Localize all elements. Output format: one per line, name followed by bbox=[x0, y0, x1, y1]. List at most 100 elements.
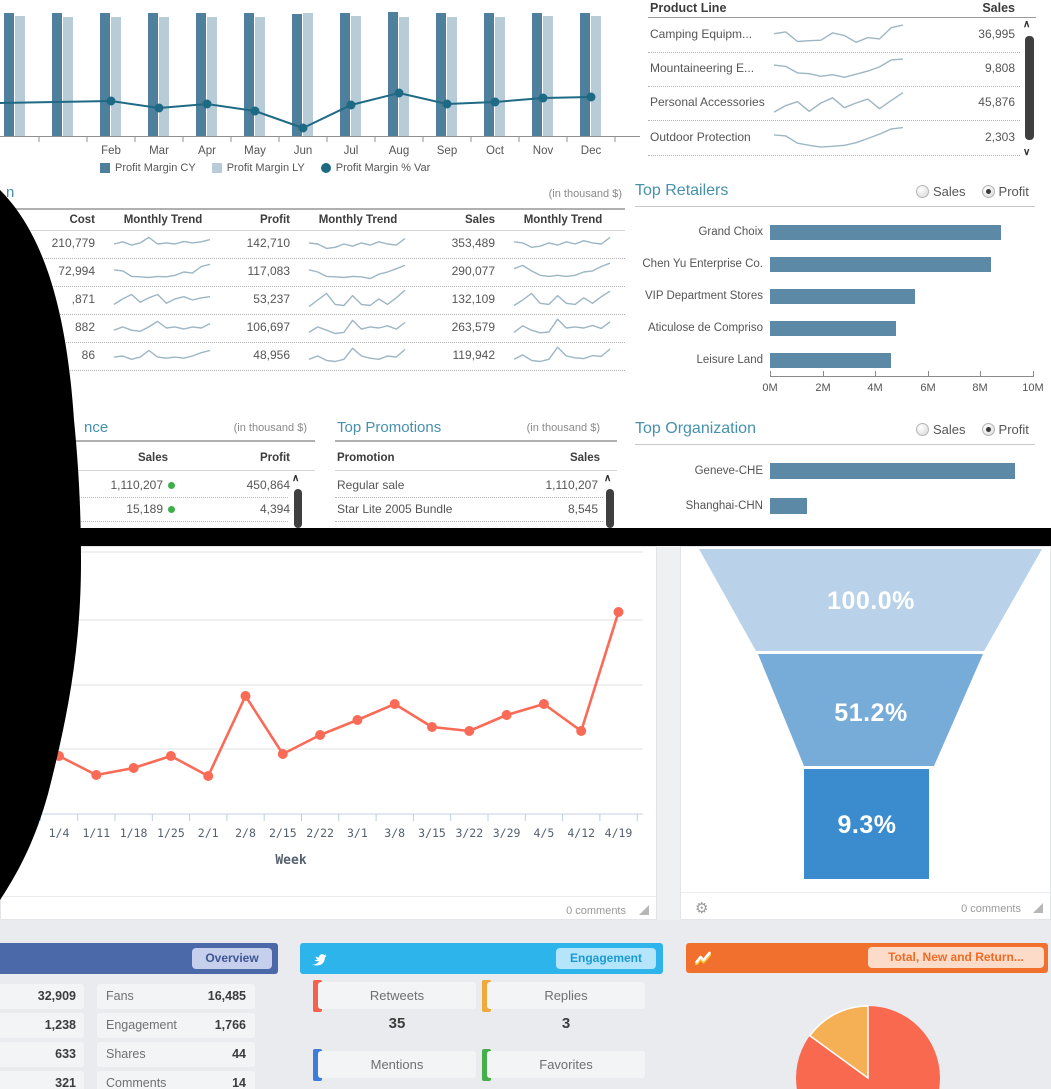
radio-inner-dot bbox=[985, 189, 991, 194]
resize-handle[interactable] bbox=[639, 905, 649, 915]
radio-option[interactable]: Profit bbox=[981, 422, 1029, 437]
radio-unselected-icon[interactable] bbox=[916, 185, 929, 198]
stat-label: Shares bbox=[106, 1047, 146, 1061]
stat-row: Shares 44 bbox=[97, 1042, 255, 1067]
comments-link[interactable]: 0 comments bbox=[961, 903, 1021, 915]
organization-bar bbox=[770, 498, 807, 514]
total-new-return-button[interactable]: Total, New and Return... bbox=[868, 947, 1044, 968]
weekly-line-chart-panel: 1/4 1/11 1/18 1/25 2/1 2/8 2/15 2/22 3/1 3/8 3/15 3… bbox=[0, 546, 657, 920]
row-separator bbox=[0, 342, 625, 343]
radio-unselected-icon[interactable] bbox=[916, 423, 929, 436]
sales-value: 353,489 bbox=[451, 236, 495, 250]
row-separator bbox=[0, 370, 625, 371]
month-label: May bbox=[244, 145, 266, 157]
bar-label: VIP Department Stores bbox=[644, 290, 763, 302]
sparkline bbox=[772, 54, 905, 89]
radio-selected-icon[interactable] bbox=[981, 185, 995, 198]
retailer-bar bbox=[770, 353, 891, 368]
scroll-up-icon[interactable]: ∧ bbox=[292, 473, 300, 484]
axis-tick bbox=[980, 371, 981, 377]
cost-value: ,871 bbox=[71, 292, 95, 306]
radio-option[interactable]: Sales bbox=[916, 422, 966, 437]
retailer-bar bbox=[770, 225, 1001, 240]
bar-ly bbox=[303, 13, 313, 136]
legend-swatch bbox=[211, 163, 222, 173]
bar-cy bbox=[436, 13, 446, 136]
promotions-scrollbar[interactable] bbox=[606, 489, 614, 528]
variance-dot bbox=[346, 100, 356, 110]
variance-dot bbox=[394, 88, 404, 98]
weekly-point bbox=[165, 751, 176, 761]
axis-tick bbox=[928, 371, 929, 377]
pie-secondary-slice bbox=[808, 1005, 869, 1080]
top-organization-metric-radios: Sales Profit bbox=[900, 422, 1029, 437]
panel-footer-divider bbox=[681, 892, 1050, 893]
week-tick-label: 4/19 bbox=[605, 826, 633, 840]
bar-ly bbox=[159, 17, 169, 136]
performance-unit: (in thousand $) bbox=[233, 422, 307, 434]
scroll-down-icon[interactable]: ∨ bbox=[1023, 147, 1031, 158]
scroll-up-icon[interactable]: ∧ bbox=[1023, 19, 1031, 30]
stat-value: 1,238 bbox=[0, 1013, 84, 1038]
metric-label-card: Retweets bbox=[318, 982, 476, 1009]
week-tick-label: 1/4 bbox=[49, 826, 70, 840]
row-separator bbox=[0, 497, 288, 498]
promotion-name: Regular sale bbox=[337, 478, 405, 492]
bar-label: Aticulose de Compriso bbox=[647, 322, 763, 334]
performance-scrollbar[interactable] bbox=[294, 489, 302, 528]
sales-value: 132,109 bbox=[451, 292, 495, 306]
stat-value: 32,909 bbox=[0, 984, 84, 1009]
column-header: Profit bbox=[259, 452, 290, 464]
table-top-rule bbox=[0, 208, 625, 210]
column-header: Sales bbox=[137, 452, 168, 464]
variance-dot bbox=[298, 123, 308, 133]
product-line-sales: 36,995 bbox=[978, 27, 1015, 41]
sparkline bbox=[772, 20, 905, 55]
gear-icon[interactable]: ⚙ bbox=[695, 900, 709, 917]
month-label: Oct bbox=[486, 145, 505, 157]
scroll-up-icon[interactable]: ∧ bbox=[604, 473, 612, 484]
column-header: Cost bbox=[69, 214, 95, 226]
week-tick-label: 1/18 bbox=[120, 826, 148, 840]
metric-value: 3 bbox=[561, 1015, 571, 1032]
stat-label: Engagement bbox=[106, 1018, 177, 1032]
funnel-chart: 100.0% 51.2% 9.3% bbox=[699, 549, 1042, 879]
metric-label-card: Favorites bbox=[487, 1051, 645, 1078]
product-line-scrollbar[interactable] bbox=[1025, 36, 1034, 140]
radio-option[interactable]: Profit bbox=[981, 184, 1029, 199]
radio-selected-icon[interactable] bbox=[981, 423, 995, 436]
row-separator bbox=[335, 497, 603, 498]
metric-color-tab bbox=[482, 980, 491, 1012]
bar-label: Chen Yu Enterprise Co. bbox=[642, 258, 763, 270]
bar-ly bbox=[111, 17, 121, 136]
week-tick-label: 2/15 bbox=[269, 826, 297, 840]
panel-footer-divider bbox=[1, 896, 656, 897]
week-tick-label: 3/8 bbox=[384, 826, 405, 840]
metric-color-tab bbox=[482, 1049, 491, 1081]
bar-ly bbox=[351, 16, 361, 136]
bar-cy bbox=[340, 13, 350, 136]
organization-bar bbox=[770, 463, 1015, 479]
radio-label: Sales bbox=[933, 422, 966, 437]
axis-tick bbox=[770, 371, 771, 377]
row-separator bbox=[648, 155, 1020, 156]
radio-option[interactable]: Sales bbox=[916, 184, 966, 199]
weekly-point bbox=[538, 699, 549, 709]
engagement-button[interactable]: Engagement bbox=[556, 948, 656, 969]
overview-button[interactable]: Overview bbox=[192, 948, 272, 969]
bar-ly bbox=[495, 17, 505, 136]
weekly-point bbox=[501, 710, 512, 720]
comments-link[interactable]: 0 comments bbox=[566, 905, 626, 917]
week-tick-label: 3/1 bbox=[347, 826, 368, 840]
bar-cy bbox=[100, 13, 110, 136]
variance-dot bbox=[202, 99, 212, 109]
x-axis-title: Week bbox=[275, 853, 307, 868]
metric-color-tab bbox=[313, 980, 322, 1012]
cost-value: 86 bbox=[81, 348, 95, 362]
resize-handle[interactable] bbox=[1033, 903, 1043, 913]
stat-value: 16,485 bbox=[207, 989, 246, 1003]
row-separator bbox=[648, 52, 1020, 53]
retailer-bar bbox=[770, 321, 896, 336]
promotion-sales: 8,545 bbox=[567, 502, 598, 516]
legend-dot-swatch bbox=[320, 163, 331, 173]
